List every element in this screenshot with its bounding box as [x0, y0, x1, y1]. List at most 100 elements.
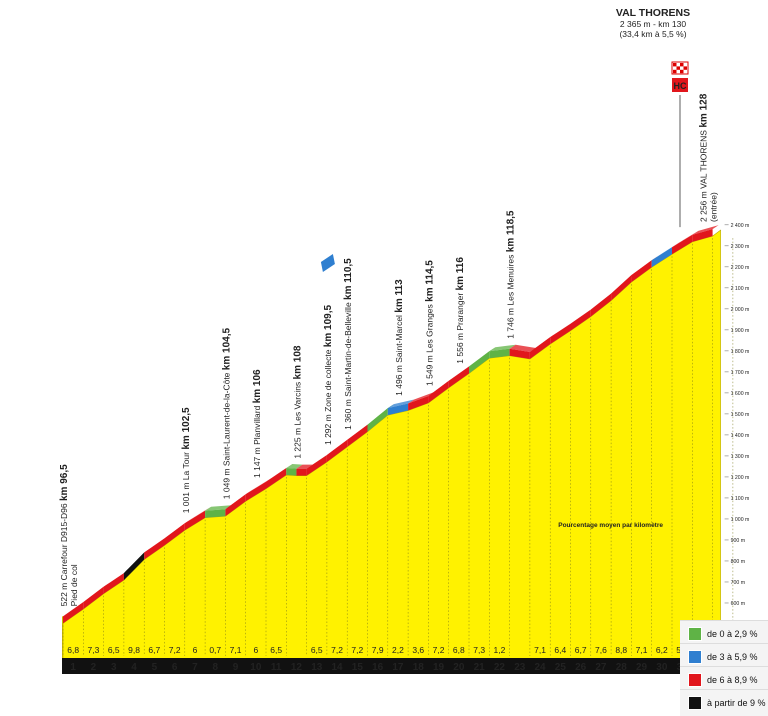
- km-strip: [62, 658, 729, 674]
- waypoint-name: 1 147 m Planvillard: [252, 403, 262, 478]
- legend-item: de 3 à 5,9 %: [680, 643, 768, 670]
- profile-segment-top: [448, 362, 475, 381]
- profile-segment: [164, 523, 185, 546]
- profile-segment-top: [672, 230, 699, 248]
- waypoint: 1 496 m Saint-Marcel km 113: [394, 279, 405, 396]
- profile-segment-top: [428, 376, 455, 396]
- km-label: 19: [433, 662, 445, 673]
- altitude-tick-label: 700 m: [731, 580, 745, 586]
- altitude-tick-label: 800 m: [731, 559, 745, 565]
- altitude-tick-label: 2 300 m: [731, 244, 750, 250]
- waypoint-km: km 118,5: [506, 210, 517, 252]
- profile-segment-top: [469, 347, 496, 367]
- percent-label: 6,4: [554, 645, 566, 655]
- percent-label: 6,5: [270, 645, 282, 655]
- waypoint-name: 1 746 m Les Menuires: [506, 252, 516, 338]
- legend-swatch: [688, 650, 702, 664]
- altitude-tick-label: 1 500 m: [731, 412, 750, 418]
- waypoint-km: km 114,5: [424, 260, 435, 302]
- profile-segment-top: [164, 519, 191, 539]
- profile-segment: [205, 509, 226, 518]
- km-label: 10: [250, 662, 262, 673]
- legend-label: de 3 à 5,9 %: [707, 652, 758, 662]
- profile-segment: [184, 510, 206, 531]
- profile-segment-top: [123, 548, 151, 574]
- profile-segment: [63, 602, 84, 624]
- waypoint-km: km 102,5: [181, 407, 192, 450]
- altitude-tick-label: 2 200 m: [731, 265, 750, 271]
- altitude-tick-label: 1 000 m: [731, 517, 750, 523]
- percent-label: 6: [193, 645, 198, 655]
- percent-label: 9,8: [128, 645, 140, 655]
- profile-segment-top: [651, 243, 678, 261]
- altitude-tick-label: 1 800 m: [731, 349, 750, 355]
- profile-segment-top: [367, 404, 394, 425]
- profile-segment: [611, 275, 632, 301]
- hc-badge: [672, 78, 688, 92]
- altitude-tick-label: 1 900 m: [731, 328, 750, 334]
- altitude-tick-label: 1 300 m: [731, 454, 750, 460]
- km-label: 30: [656, 662, 668, 673]
- percent-label: 6,2: [656, 645, 668, 655]
- finish-flag-check: [680, 63, 684, 67]
- km-label: 14: [331, 662, 343, 673]
- km-label: 5: [152, 662, 158, 673]
- percent-label: 7,2: [433, 645, 445, 655]
- percent-label: 7,9: [372, 645, 384, 655]
- percent-label: 7,1: [534, 645, 546, 655]
- percent-label: 6,5: [108, 645, 120, 655]
- waypoint: 1 549 m Les Granges km 114,5: [424, 260, 435, 386]
- profile-segment-top: [83, 582, 110, 603]
- gradient-legend: de 0 à 2,9 % de 3 à 5,9 % de 6 à 8,9 % à pa…: [680, 620, 768, 716]
- km-label: 16: [372, 662, 384, 673]
- average-gradient-note: Pourcentage moyen par kilomètre: [558, 522, 663, 529]
- profile-segment-top: [266, 464, 293, 482]
- km-label: 20: [453, 662, 465, 673]
- profile-segment-top: [144, 534, 171, 553]
- summit-title: VAL THORENS: [616, 7, 690, 19]
- percent-label: 7,2: [169, 645, 181, 655]
- km-label: 15: [352, 662, 364, 673]
- waypoint: 1 147 m Planvillard km 106: [252, 369, 263, 478]
- profile-segment: [570, 309, 591, 331]
- waypoint-label: 1 549 m Les Granges km 114,5: [424, 260, 435, 386]
- waypoint-name: 1 225 m Les Varcins: [292, 379, 302, 458]
- altitude-tick-label: 2 000 m: [731, 307, 750, 313]
- profile-segment-top: [184, 506, 212, 524]
- profile-line-layer: [63, 225, 719, 624]
- altitude-tick-label: 2 100 m: [731, 286, 750, 292]
- percent-label: 6,8: [67, 645, 79, 655]
- km-label: 9: [233, 662, 239, 673]
- percent-label: 0,7: [209, 645, 221, 655]
- waypoint-km: km 108: [292, 345, 303, 379]
- profile-segment-top: [529, 333, 557, 353]
- finish-flag-check: [673, 69, 677, 74]
- profile-segment: [103, 573, 124, 594]
- waypoint-label: 1 147 m Planvillard km 106: [252, 369, 263, 478]
- profile-segment: [489, 348, 510, 359]
- km-label: 1: [70, 662, 76, 673]
- altitude-tick-label: 900 m: [731, 538, 745, 544]
- altitude-tick-label: 1 400 m: [731, 433, 750, 439]
- profile-segment: [286, 468, 297, 476]
- waypoint-km: km 113: [394, 279, 405, 313]
- waypoint: 1 556 m Praranger km 116: [455, 257, 466, 364]
- profile-segment-top: [631, 256, 658, 276]
- finish-flag-check: [683, 66, 687, 70]
- waypoint-label: 1 360 m Saint-Martin-de-Belleville km 11…: [343, 258, 354, 430]
- profile-grid-layer: [62, 238, 734, 656]
- waypoint-km: km 109,5: [323, 305, 334, 348]
- percent-label: 2,2: [392, 645, 404, 655]
- profile-segment: [296, 468, 307, 476]
- waypoint-name: 1 556 m Praranger: [455, 290, 465, 363]
- percent-label: 7,6: [595, 645, 607, 655]
- legend-item: de 0 à 2,9 %: [680, 620, 768, 647]
- profile-area-layer: [62, 229, 721, 665]
- km-label: 17: [392, 662, 404, 673]
- profile-segment: [509, 348, 530, 360]
- finish-flag-check: [676, 66, 680, 70]
